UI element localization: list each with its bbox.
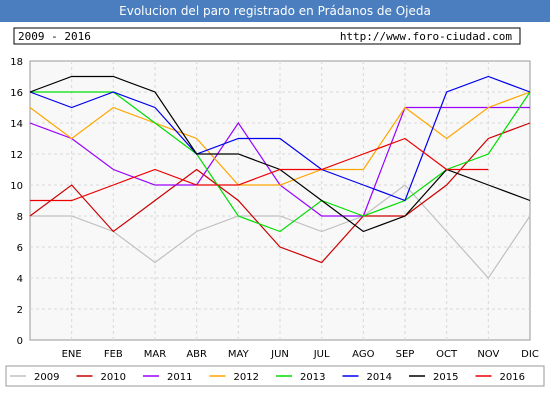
legend-label-2012: 2012	[234, 372, 259, 383]
legend-box	[5, 365, 545, 387]
x-tick-label: NOV	[477, 349, 499, 360]
y-tick-label: 18	[10, 57, 23, 68]
y-tick-label: 6	[17, 243, 23, 254]
legend-label-2016: 2016	[500, 372, 525, 383]
y-tick-label: 14	[10, 119, 23, 130]
legend-label-2010: 2010	[101, 372, 126, 383]
series-line-2012	[29, 91, 531, 186]
legend-label-2015: 2015	[433, 372, 458, 383]
y-tick-label: 8	[17, 212, 23, 223]
header-box	[13, 27, 521, 45]
legend-label-2014: 2014	[367, 372, 392, 383]
x-tick-label: OCT	[436, 349, 458, 360]
x-tick-label: DIC	[521, 349, 539, 360]
x-tick-label: ABR	[186, 349, 207, 360]
x-tick-label: ENE	[62, 349, 82, 360]
y-tick-label: 4	[17, 274, 23, 285]
series-line-2016	[30, 137, 489, 202]
y-tick-label: 0	[17, 336, 23, 347]
series-line-2010	[29, 122, 531, 264]
series-line-2014	[29, 75, 531, 202]
y-tick-label: 16	[10, 88, 23, 99]
x-tick-label: MAR	[144, 349, 166, 360]
x-tick-label: FEB	[104, 349, 123, 360]
x-tick-label: AGO	[352, 349, 374, 360]
legend-label-2013: 2013	[300, 372, 325, 383]
source-url: http://www.foro-ciudad.com	[340, 30, 513, 43]
x-tick-label: SEP	[396, 349, 415, 360]
legend-label-2009: 2009	[34, 372, 59, 383]
legend-label-2011: 2011	[167, 372, 192, 383]
x-tick-label: JUN	[270, 349, 289, 360]
chart-title: Evolucion del paro registrado en Prádano…	[0, 0, 550, 22]
y-tick-label: 10	[10, 181, 23, 192]
period-label: 2009 - 2016	[18, 30, 91, 43]
x-tick-label: MAY	[228, 349, 250, 360]
y-tick-label: 12	[10, 150, 23, 161]
x-tick-label: JUL	[313, 349, 330, 360]
y-tick-label: 2	[17, 305, 23, 316]
